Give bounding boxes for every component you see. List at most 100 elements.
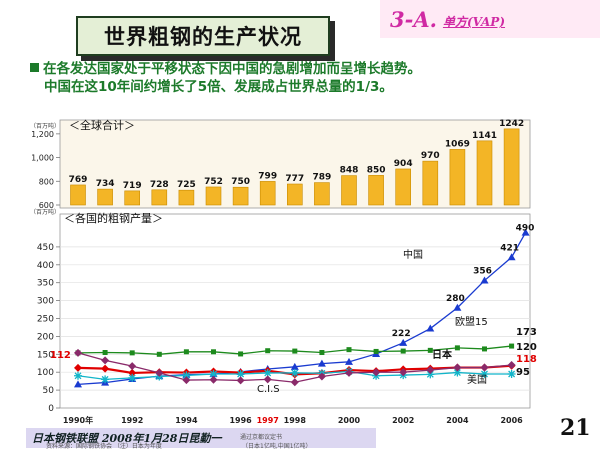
footer-label: 日本钢铁联盟 2008年1月28日昆勤一 <box>32 432 222 445</box>
section-number: 3-A. <box>390 6 437 32</box>
series-3-point-2003 <box>426 370 435 379</box>
series-3-point-1995 <box>209 369 218 378</box>
us-end-label: 95 <box>516 367 530 378</box>
line-chart-title: ＜各国的粗钢产量＞ <box>64 211 163 225</box>
bar-y-tick-label: 600 <box>39 201 54 210</box>
series-1-point-2006 <box>509 343 515 349</box>
series-1-point-2004 <box>454 345 460 351</box>
japan-end-label: 118 <box>516 354 537 365</box>
series-0-point-2006 <box>507 253 516 261</box>
bar-value-label: 848 <box>340 166 359 176</box>
x-tick-label: 1992 <box>121 416 143 425</box>
china-point-label: 222 <box>392 329 411 339</box>
series-2-point-1990 <box>74 363 82 372</box>
china-end-point <box>521 228 530 236</box>
bar-1990 <box>70 184 86 206</box>
china-point-label: 356 <box>473 267 492 277</box>
series-4-point-1990 <box>74 348 82 357</box>
series-3-point-1991 <box>101 375 110 384</box>
china-point-label: 421 <box>500 243 519 253</box>
bar-1991 <box>97 188 113 206</box>
series-3-point-1990 <box>74 371 82 380</box>
bar-value-label: 750 <box>231 177 250 187</box>
bar-value-label: 789 <box>313 173 332 183</box>
series-4-point-2004 <box>453 363 462 372</box>
series-1-point-1993 <box>156 351 162 357</box>
line-y-tick-label: 150 <box>37 350 54 360</box>
line-y-tick-label: 50 <box>43 386 55 396</box>
series-0-point-2005 <box>480 276 489 284</box>
bar-value-label: 970 <box>421 151 440 161</box>
x-tick-label: 1996 <box>229 416 252 425</box>
bar-value-label: 799 <box>258 171 277 181</box>
series-4-point-1999 <box>317 372 326 381</box>
line-y-tick-label: 250 <box>37 315 54 325</box>
slide-title-box: 世界粗钢的生产状况 <box>76 16 330 56</box>
page-number: 21 <box>560 415 591 441</box>
bar-value-label: 734 <box>96 179 115 189</box>
bar-value-label: 1242 <box>499 119 524 129</box>
series-4-point-1996 <box>236 376 245 385</box>
series-4-point-1995 <box>209 375 218 384</box>
series-1-point-2001 <box>373 348 379 354</box>
x-tick-label: 1997 <box>257 416 279 425</box>
bar-2000 <box>341 175 357 206</box>
line-y-tick-label: 100 <box>37 368 54 378</box>
series-4-point-1997 <box>263 375 272 384</box>
bar-value-label: 725 <box>177 180 196 190</box>
series-2-point-1992 <box>128 368 137 377</box>
x-tick-label: 1994 <box>175 416 198 425</box>
bar-1996 <box>232 186 249 206</box>
series-1-point-2003 <box>427 347 433 353</box>
x-tick-label: 1998 <box>284 416 307 425</box>
lead-line-1: 在各发达国家处于平移状态下因中国的急剧增加而呈增长趋势。 <box>30 60 590 78</box>
bar-1995 <box>205 186 222 206</box>
bar-1999 <box>314 182 330 206</box>
bar-chart-unit: （百万吨） <box>30 122 60 130</box>
series-name-label: 中国 <box>403 248 423 261</box>
series-1-point-2002 <box>400 348 406 354</box>
bar-2006 <box>503 128 520 206</box>
japan-start-label: 112 <box>50 350 71 361</box>
bar-2004 <box>449 149 466 206</box>
series-4-point-2003 <box>426 366 435 375</box>
series-4-point-2001 <box>372 368 381 377</box>
bar-value-label: 904 <box>394 159 413 169</box>
series-1-point-2005 <box>482 346 487 352</box>
series-0-point-1998 <box>290 362 299 370</box>
series-0-point-1990 <box>74 380 82 388</box>
series-1-point-2000 <box>346 347 352 353</box>
bar-value-label: 728 <box>150 180 169 190</box>
series-name-label: 日本 <box>432 348 453 361</box>
series-name-label: C.I.S <box>257 384 280 395</box>
footer-kyoto-note: 通过京都议定书 <box>240 434 283 441</box>
series-3-point-1998 <box>290 368 299 377</box>
series-1-point-1995 <box>211 349 216 355</box>
series-4-point-1991 <box>101 356 110 365</box>
series-3-point-1994 <box>182 371 191 380</box>
bar-y-tick-label: 1,200 <box>31 130 54 139</box>
series-3-point-2006 <box>507 369 516 378</box>
series-0-point-2003 <box>426 324 435 332</box>
x-tick-label: 1990年 <box>63 415 93 425</box>
series-1-point-1991 <box>102 350 108 356</box>
bar-value-label: 850 <box>367 165 386 175</box>
bar-2002 <box>395 168 412 206</box>
line-y-tick-label: 450 <box>37 243 54 253</box>
series-0-point-2004 <box>453 303 462 311</box>
series-3-point-1996 <box>236 369 245 378</box>
series-1-point-1996 <box>238 351 244 357</box>
series-4-point-1992 <box>128 362 137 371</box>
eu-end-label: 173 <box>516 327 537 338</box>
bar-1994 <box>178 189 195 206</box>
line-y-tick-label: 300 <box>37 297 54 307</box>
series-name-label: 欧盟15 <box>455 316 488 328</box>
china-end-label: 490 <box>516 224 535 234</box>
series-4-point-2005 <box>480 363 489 372</box>
series-4-point-2000 <box>345 368 353 377</box>
series-1-point-1992 <box>129 350 135 356</box>
series-3-point-2004 <box>453 368 462 377</box>
section-badge: 3-A. 单方(VAP) <box>380 0 600 38</box>
slide-title: 世界粗钢的生产状况 <box>104 25 302 49</box>
series-1-point-1997 <box>265 348 271 354</box>
